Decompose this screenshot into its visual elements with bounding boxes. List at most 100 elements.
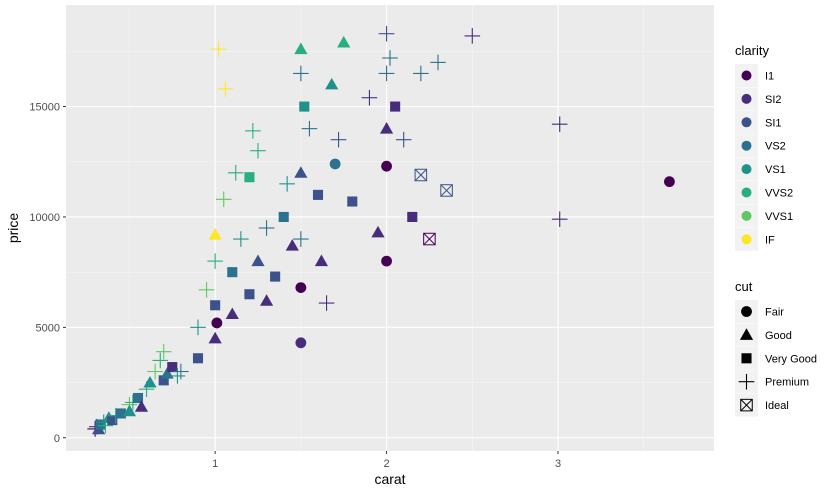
data-point <box>152 352 169 369</box>
data-point <box>293 65 309 82</box>
legend-clarity-label: VVS1 <box>765 211 793 223</box>
data-point <box>258 220 275 236</box>
data-point <box>407 211 418 223</box>
data-point <box>158 375 169 386</box>
legend-cut-key <box>739 328 754 340</box>
data-point <box>390 101 401 112</box>
data-point <box>147 363 163 380</box>
data-point <box>208 331 222 344</box>
data-point <box>361 89 378 106</box>
data-point <box>318 295 335 311</box>
data-point <box>285 239 299 251</box>
data-point <box>378 25 395 42</box>
data-point <box>464 28 481 44</box>
data-point <box>270 271 281 282</box>
legend-clarity-key <box>741 140 752 151</box>
data-point <box>301 120 318 137</box>
legend-clarity-key <box>741 70 752 81</box>
data-point <box>329 158 341 170</box>
data-point <box>330 131 347 148</box>
data-point <box>225 307 239 320</box>
data-point <box>251 254 265 267</box>
data-point <box>395 131 412 148</box>
legend-clarity-label: VS2 <box>765 141 786 153</box>
y-tick-label: 15000 <box>29 102 60 114</box>
data-point <box>169 368 186 384</box>
data-point <box>233 231 249 247</box>
data-point <box>107 415 118 426</box>
legend-cut-title: cut <box>735 279 753 294</box>
legend-clarity-title: clarity <box>735 43 769 58</box>
data-point <box>215 191 232 208</box>
x-tick-label: 1 <box>212 458 218 470</box>
data-point <box>379 122 394 134</box>
legend-clarity-key <box>741 234 752 245</box>
data-point <box>167 362 178 373</box>
data-point <box>207 253 223 269</box>
y-tick-label: 0 <box>54 433 60 445</box>
data-point <box>192 353 204 364</box>
legend-cut-label: Good <box>765 330 792 342</box>
data-point <box>115 408 126 419</box>
legend-clarity-label: IF <box>765 234 775 246</box>
data-point <box>551 116 568 133</box>
data-point <box>244 172 255 183</box>
data-point <box>211 317 223 329</box>
data-point <box>551 211 568 227</box>
x-axis-ticks: 1 2 3 <box>212 451 561 470</box>
y-axis-title: price <box>5 213 21 244</box>
data-point <box>227 165 244 181</box>
data-point <box>244 289 255 300</box>
data-point <box>381 255 392 267</box>
y-axis-ticks: 0 5000 10000 15000 <box>29 102 66 445</box>
data-point <box>423 232 436 246</box>
legend-clarity-key <box>741 164 752 175</box>
data-point <box>227 267 238 278</box>
y-tick-label: 5000 <box>36 322 60 334</box>
data-point <box>259 294 274 306</box>
data-point <box>198 282 215 298</box>
data-point <box>250 142 266 159</box>
data-point <box>95 419 106 430</box>
data-point <box>299 101 310 112</box>
data-point <box>173 363 189 380</box>
data-point <box>371 225 385 238</box>
data-point <box>217 81 234 97</box>
data-point <box>278 211 289 223</box>
legend-cut-label: Very Good <box>765 353 817 365</box>
data-point <box>134 400 149 412</box>
x-axis-title: carat <box>374 471 405 487</box>
data-point <box>279 176 295 192</box>
x-tick-label: 3 <box>555 458 561 470</box>
data-point <box>293 231 309 247</box>
legend-cut-key <box>741 306 752 317</box>
data-point <box>312 189 324 200</box>
data-point <box>294 42 308 55</box>
legend-clarity-label: SI2 <box>765 94 782 106</box>
legend-cut: cut Fair Good Very Good Premium Ideal <box>735 279 817 417</box>
data-points <box>87 25 675 437</box>
legend-cut-label: Ideal <box>765 400 789 412</box>
data-point <box>155 343 172 360</box>
data-point <box>295 282 307 294</box>
legend-clarity-key <box>741 187 752 198</box>
legend-cut-key <box>740 398 753 412</box>
data-point <box>440 184 453 197</box>
data-point <box>143 375 157 388</box>
legend-clarity-label: VS1 <box>765 164 786 176</box>
data-point <box>381 160 392 172</box>
grid-lines <box>66 5 714 451</box>
data-point <box>413 65 429 82</box>
data-point <box>210 300 221 311</box>
data-point <box>190 319 206 336</box>
data-point <box>430 54 446 71</box>
legend-cut-key <box>738 373 755 390</box>
plot-panel <box>66 5 714 451</box>
data-point <box>347 196 358 207</box>
legend-clarity-key <box>741 93 752 104</box>
data-point <box>325 77 339 90</box>
legend-cut-key <box>741 353 752 364</box>
legend-clarity-label: I1 <box>765 71 774 83</box>
legend-clarity-label: SI1 <box>765 117 782 129</box>
